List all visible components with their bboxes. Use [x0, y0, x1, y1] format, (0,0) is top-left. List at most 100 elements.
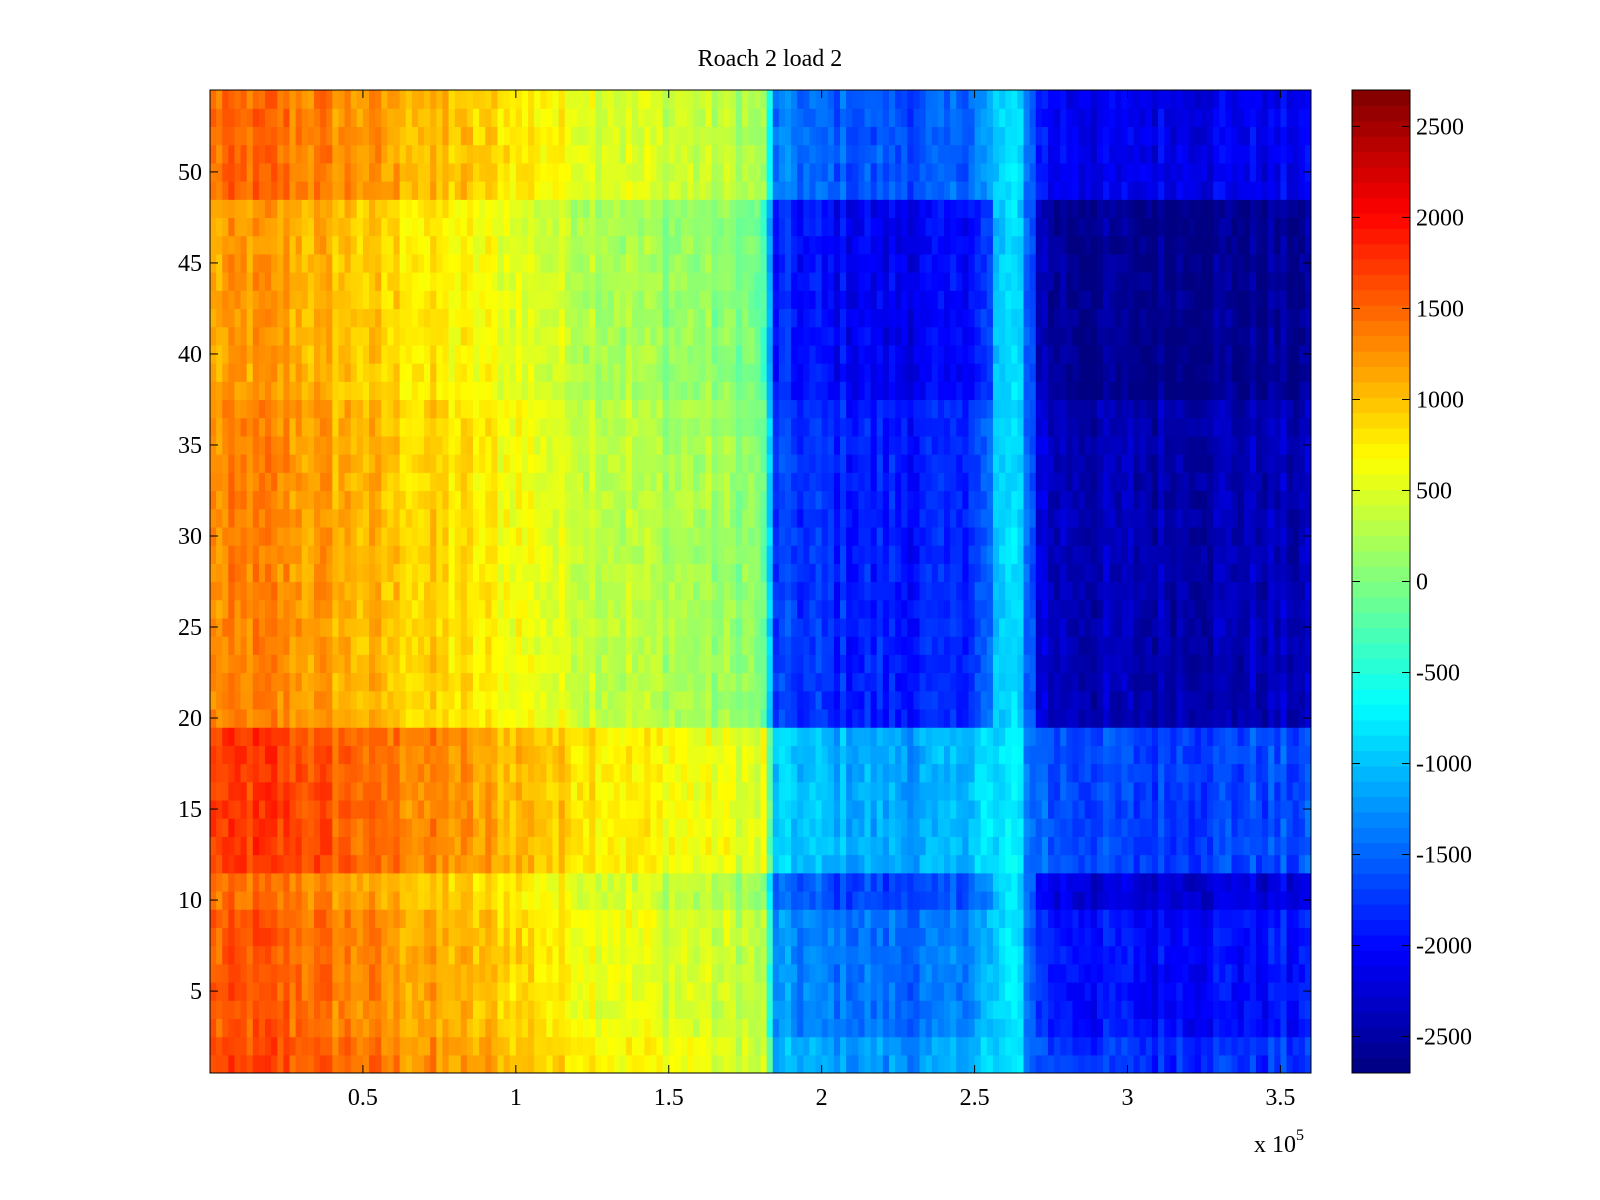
heatmap-cell [937, 1054, 945, 1073]
heatmap-cell [882, 890, 890, 910]
heatmap-cell [1194, 617, 1202, 637]
heatmap-cell [1121, 927, 1129, 947]
heatmap-cell [1298, 636, 1306, 655]
heatmap-cell [999, 836, 1006, 856]
heatmap-cell [1213, 581, 1220, 601]
heatmap-cell [662, 836, 670, 856]
heatmap-cell [1084, 781, 1092, 801]
heatmap-cell [1182, 581, 1190, 601]
heatmap-cell [570, 981, 578, 1001]
heatmap-cell [356, 1000, 364, 1019]
heatmap-cell [791, 890, 798, 910]
heatmap-cell [350, 617, 358, 637]
heatmap-cell [1103, 927, 1110, 947]
heatmap-cell [564, 727, 572, 746]
heatmap-cell [809, 617, 817, 637]
heatmap-cell [840, 563, 847, 583]
heatmap-cell [968, 981, 976, 1001]
heatmap-cell [613, 1054, 621, 1073]
heatmap-cell [1035, 672, 1043, 692]
heatmap-cell [1243, 836, 1251, 856]
heatmap-cell [381, 727, 388, 746]
heatmap-cell [301, 727, 309, 746]
heatmap-cell [723, 963, 731, 983]
heatmap-cell [827, 581, 835, 601]
heatmap-cell [1268, 981, 1275, 1001]
heatmap-cell [992, 781, 1000, 801]
heatmap-cell [1176, 981, 1184, 1001]
heatmap-cell [950, 563, 957, 583]
heatmap-cell [858, 745, 866, 765]
heatmap-cell [1121, 781, 1129, 801]
heatmap-cell [925, 963, 933, 983]
heatmap-cell [570, 617, 578, 637]
heatmap-cell [503, 818, 511, 837]
heatmap-cell [791, 636, 798, 655]
heatmap-cell [1035, 745, 1043, 765]
heatmap-cell [564, 581, 572, 601]
heatmap-cell [307, 890, 315, 910]
heatmap-cell [540, 617, 548, 637]
heatmap-cell [1005, 836, 1012, 856]
heatmap-cell [1109, 818, 1116, 837]
heatmap-cell [277, 854, 284, 874]
heatmap-cell [864, 708, 872, 728]
heatmap-cell [1151, 836, 1159, 856]
heatmap-cell [1023, 981, 1031, 1001]
heatmap-cell [271, 763, 278, 783]
heatmap-cell [1304, 836, 1311, 856]
heatmap-cell [1207, 781, 1214, 801]
heatmap-cell [313, 636, 321, 655]
heatmap-cell [521, 981, 529, 1001]
heatmap-cell [968, 890, 976, 910]
heatmap-cell [760, 599, 768, 619]
heatmap-cell [246, 981, 254, 1001]
heatmap-cell [521, 818, 529, 837]
heatmap-cell [729, 981, 737, 1001]
heatmap-cell [876, 672, 884, 692]
heatmap-cell [717, 763, 725, 783]
heatmap-cell [888, 818, 896, 837]
heatmap-cell [454, 781, 462, 801]
heatmap-cell [668, 654, 676, 674]
heatmap-cell [1115, 781, 1122, 801]
heatmap-cell [411, 617, 419, 637]
heatmap-cell [888, 1018, 896, 1038]
heatmap-cell [485, 909, 492, 928]
heatmap-cell [693, 927, 700, 947]
heatmap-cell [301, 890, 309, 910]
heatmap-cell [791, 799, 798, 819]
heatmap-cell [711, 799, 719, 819]
heatmap-cell [570, 836, 578, 856]
heatmap-cell [711, 927, 719, 947]
heatmap-cell [1139, 927, 1147, 947]
heatmap-cell [925, 909, 933, 928]
heatmap-cell [320, 818, 327, 837]
heatmap-cell [729, 581, 737, 601]
heatmap-cell [723, 854, 731, 874]
heatmap-cell [1188, 836, 1196, 856]
heatmap-cell [742, 963, 749, 983]
heatmap-cell [1170, 599, 1178, 619]
heatmap-cell [375, 708, 382, 728]
heatmap-cell [956, 799, 963, 819]
heatmap-cell [895, 1036, 902, 1056]
heatmap-cell [442, 1036, 450, 1056]
heatmap-cell [258, 1018, 266, 1038]
heatmap-cell [754, 927, 762, 947]
heatmap-cell [650, 654, 658, 674]
heatmap-cell [693, 836, 700, 856]
heatmap-cell [430, 708, 437, 728]
heatmap-cell [258, 836, 266, 856]
heatmap-cell [833, 690, 841, 710]
heatmap-cell [1262, 854, 1269, 874]
heatmap-cell [870, 872, 878, 892]
heatmap-cell [485, 836, 492, 856]
heatmap-cell [570, 745, 578, 765]
heatmap-cell [344, 708, 352, 728]
heatmap-cell [748, 818, 755, 837]
heatmap-cell [1139, 945, 1147, 965]
heatmap-cell [803, 1054, 811, 1073]
heatmap-cell [246, 690, 254, 710]
